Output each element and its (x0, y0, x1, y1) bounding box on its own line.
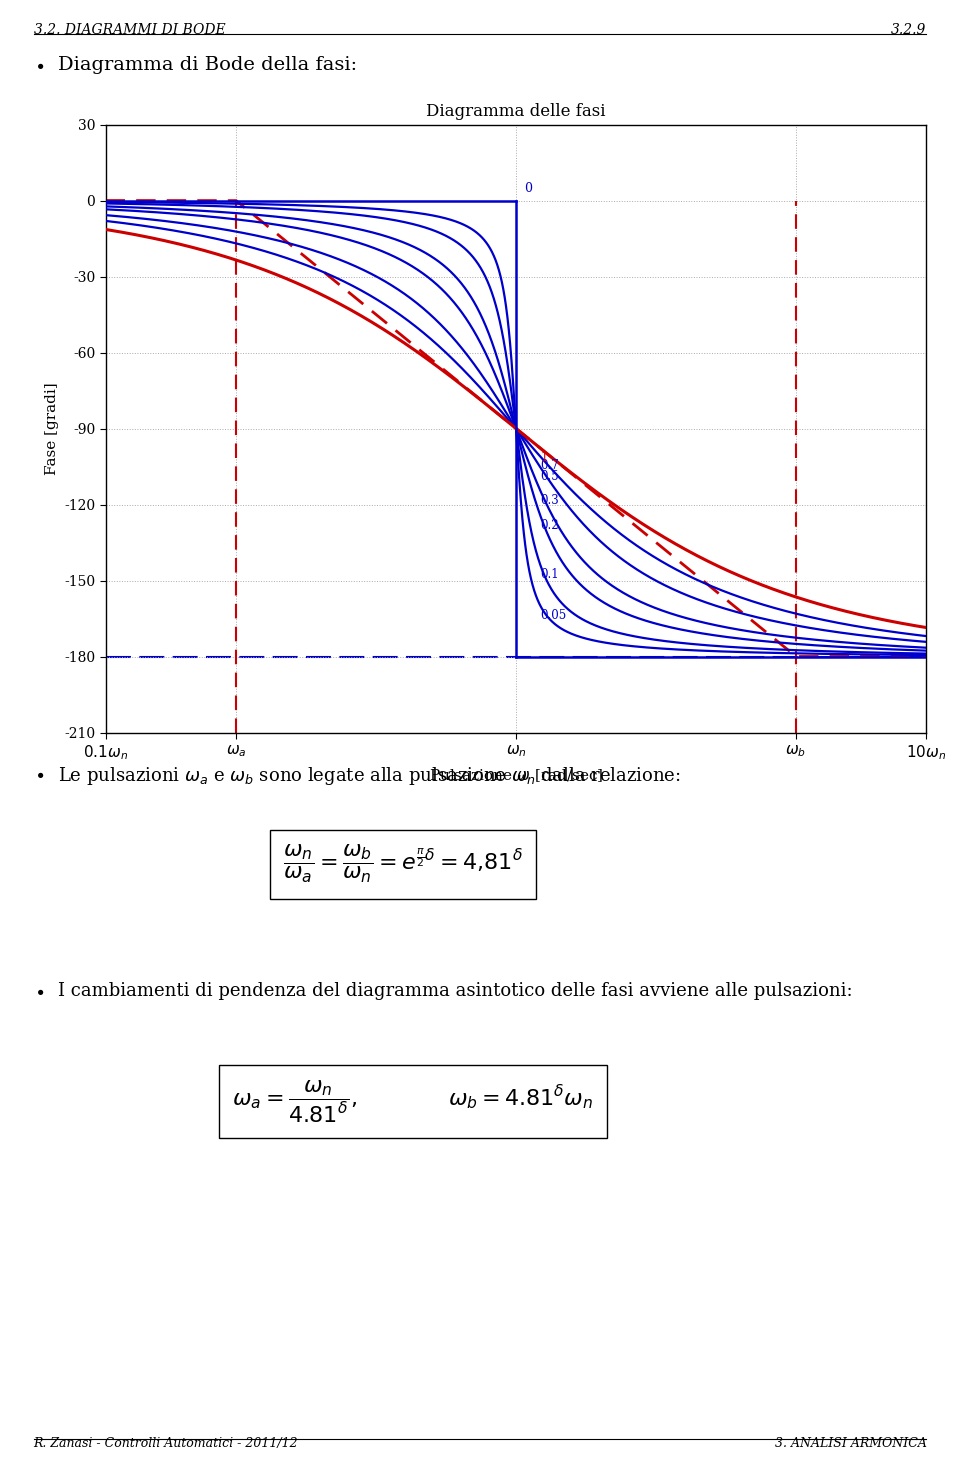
Text: 0.2: 0.2 (540, 519, 560, 532)
Title: Diagramma delle fasi: Diagramma delle fasi (426, 103, 606, 120)
Text: I cambiamenti di pendenza del diagramma asintotico delle fasi avviene alle pulsa: I cambiamenti di pendenza del diagramma … (58, 982, 852, 999)
Text: $\dfrac{\omega_n}{\omega_a} = \dfrac{\omega_b}{\omega_n} = e^{\frac{\pi}{2}\delt: $\dfrac{\omega_n}{\omega_a} = \dfrac{\om… (283, 844, 523, 885)
Y-axis label: Fase [gradi]: Fase [gradi] (44, 382, 59, 475)
Text: 3. ANALISI ARMONICA: 3. ANALISI ARMONICA (775, 1437, 926, 1450)
Text: 0.3: 0.3 (540, 494, 560, 507)
Text: 0.05: 0.05 (540, 609, 566, 621)
Text: $\bullet$: $\bullet$ (34, 982, 44, 999)
Text: 1: 1 (540, 451, 548, 464)
Text: $\omega_a = \dfrac{\omega_n}{4.81^{\delta}},$$\qquad\qquad \omega_b = 4.81^{\del: $\omega_a = \dfrac{\omega_n}{4.81^{\delt… (232, 1078, 593, 1125)
Text: Diagramma di Bode della fasi:: Diagramma di Bode della fasi: (58, 56, 357, 73)
Text: Le pulsazioni $\omega_a$ e $\omega_b$ sono legate alla pulsazione $\omega_n$ dal: Le pulsazioni $\omega_a$ e $\omega_b$ so… (58, 765, 681, 787)
Text: 0: 0 (524, 183, 532, 195)
Text: R. Zanasi - Controlli Automatici - 2011/12: R. Zanasi - Controlli Automatici - 2011/… (34, 1437, 299, 1450)
Text: $\bullet$: $\bullet$ (34, 56, 44, 73)
Text: 3.2.9: 3.2.9 (891, 23, 926, 38)
X-axis label: Pulsazione $\omega$ [rad/sec]: Pulsazione $\omega$ [rad/sec] (429, 768, 603, 784)
Text: 0.5: 0.5 (540, 470, 560, 483)
Text: $\bullet$: $\bullet$ (34, 765, 44, 782)
Text: 0.7: 0.7 (540, 460, 560, 472)
Text: 0.1: 0.1 (540, 568, 560, 582)
Text: 3.2. DIAGRAMMI DI BODE: 3.2. DIAGRAMMI DI BODE (34, 23, 226, 38)
